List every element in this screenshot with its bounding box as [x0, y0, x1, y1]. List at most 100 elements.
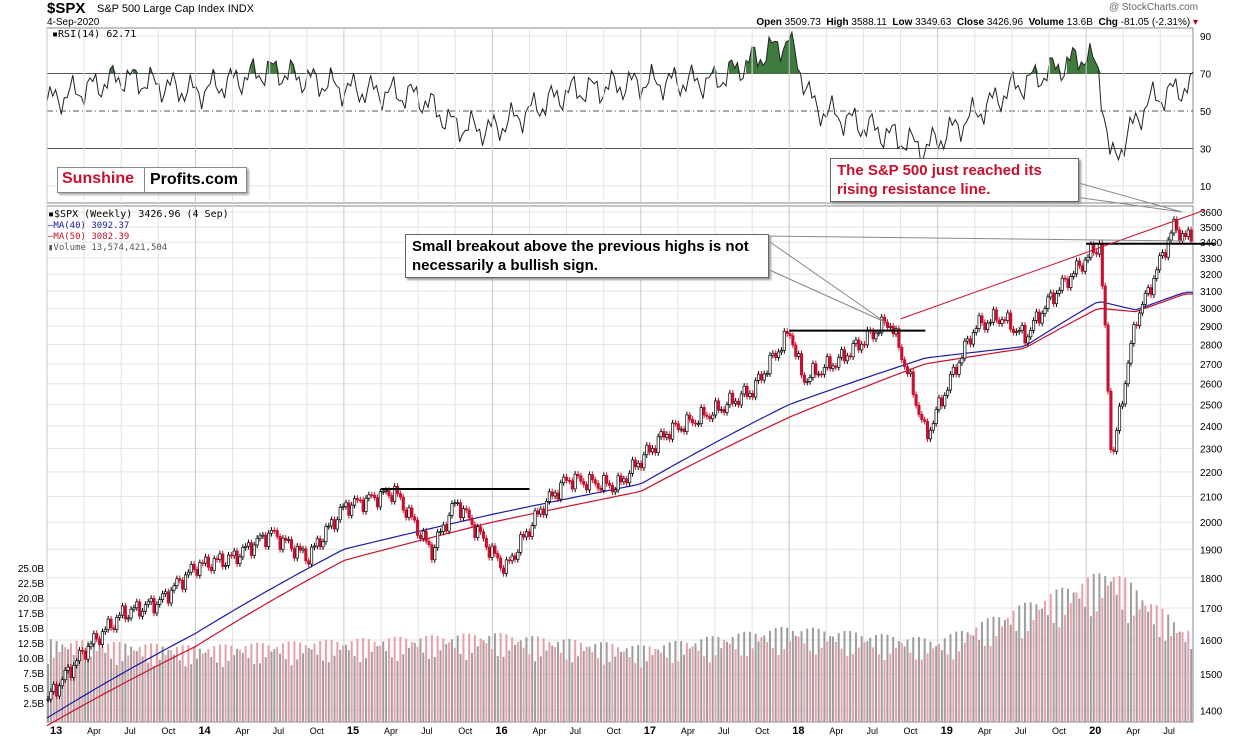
volume-bar: [84, 662, 87, 722]
volume-bar: [1098, 573, 1101, 722]
volume-bar: [883, 659, 886, 722]
price-legend: ▪$SPX (Weekly) 3426.96 (4 Sep): [48, 209, 229, 220]
volume-bar: [574, 640, 577, 722]
ma50-line: [46, 293, 1193, 727]
price-candle-body: [576, 473, 580, 477]
price-candle-body: [390, 495, 394, 502]
volume-bar: [227, 660, 230, 722]
volume-bar: [261, 643, 264, 722]
volume-bar: [496, 656, 499, 722]
price-candle-body: [553, 492, 557, 497]
volume-bar: [511, 637, 514, 722]
volume-bar: [270, 651, 273, 722]
price-candle-body: [289, 539, 294, 549]
price-candle-body: [341, 506, 345, 508]
price-candle-body: [481, 531, 486, 539]
price-candle-body: [430, 544, 434, 561]
volume-bar: [780, 626, 783, 722]
price-tick-label: 2200: [1200, 468, 1223, 479]
price-candle-body: [1006, 312, 1010, 321]
price-candle-body: [355, 498, 359, 501]
price-candle-body: [854, 339, 858, 344]
price-candle-body: [1109, 390, 1113, 451]
price-candle-body: [410, 507, 414, 518]
volume-bar: [238, 650, 241, 722]
volume-bar: [806, 628, 809, 722]
volume-bar: [1135, 590, 1138, 722]
volume-bar: [1107, 585, 1110, 722]
volume-bar: [121, 661, 124, 722]
breakout-callout-pointer: [764, 241, 886, 323]
price-candle-body: [499, 557, 503, 569]
price-candle-body: [1069, 276, 1073, 288]
volume-bar: [1049, 594, 1052, 722]
volume-bar: [115, 665, 118, 722]
volume-bar: [915, 659, 918, 722]
volume-bar: [453, 647, 456, 722]
price-candle-body: [688, 414, 692, 420]
volume-bar: [983, 645, 986, 722]
volume-bar: [1101, 597, 1104, 722]
volume-bar: [789, 641, 792, 722]
price-candle-body: [1163, 252, 1167, 258]
ma40-line: [46, 291, 1193, 719]
price-candle-body: [109, 618, 113, 629]
x-tick-label: 14: [198, 725, 211, 737]
volume-bar: [1155, 605, 1158, 722]
price-candle-body: [659, 431, 663, 438]
price-candle-body: [888, 325, 892, 328]
price-candle-body: [934, 409, 938, 424]
volume-bar: [1118, 575, 1121, 722]
volume-bar: [230, 645, 233, 722]
price-candle-body: [716, 400, 720, 411]
price-candle-body: [682, 428, 686, 432]
price-candle-body: [1112, 449, 1116, 452]
price-candle-body: [997, 319, 1001, 325]
volume-bar: [548, 641, 551, 722]
volume-bar: [87, 641, 90, 722]
price-candle-body: [401, 496, 405, 511]
volume-bar: [534, 661, 537, 722]
price-candle-body: [215, 558, 219, 560]
price-candle-body: [353, 498, 357, 506]
copyright: @ StockCharts.com: [1108, 2, 1198, 13]
price-candle-body: [754, 380, 758, 398]
price-candle-body: [152, 598, 156, 614]
price-tick-label: 3200: [1200, 270, 1223, 281]
price-candle-body: [1034, 311, 1038, 321]
price-candle-body: [149, 598, 153, 603]
price-candle-body: [544, 501, 549, 516]
volume-bar: [281, 643, 284, 722]
price-candle-body: [1189, 229, 1193, 242]
price-candle-body: [52, 683, 56, 692]
resistance-callout: The S&P 500 just reached its rising resi…: [830, 158, 1079, 202]
volume-bar: [952, 659, 955, 722]
price-candle-body: [504, 559, 508, 574]
volume-bar: [886, 634, 889, 722]
volume-bar: [917, 637, 920, 722]
rsi-label: ▪RSI(14) 62.71: [52, 29, 137, 40]
price-candle-body: [1017, 330, 1021, 332]
price-candle-body: [699, 407, 703, 424]
volume-bar: [1095, 611, 1098, 722]
price-candle-body: [1183, 233, 1187, 237]
volume-bar: [989, 646, 992, 722]
volume-bar: [642, 645, 645, 722]
x-tick-label: Jul: [570, 726, 582, 736]
price-candle-body: [350, 504, 354, 516]
volume-bar: [645, 661, 648, 722]
price-candle-body: [1095, 252, 1099, 255]
ohlc-summary: Open 3509.73 High 3588.11 Low 3349.63 Cl…: [756, 17, 1198, 28]
price-candle-body: [693, 422, 698, 425]
volume-bar: [1001, 626, 1004, 722]
price-candle-body: [928, 429, 932, 440]
price-candle-body: [284, 537, 288, 541]
volume-bar: [259, 663, 262, 722]
price-candle-body: [991, 309, 996, 323]
volume-bar: [479, 638, 482, 722]
price-tick-label: 2600: [1200, 380, 1223, 391]
price-candle-body: [172, 585, 176, 591]
price-candle-body: [570, 480, 574, 490]
volume-bar: [726, 642, 729, 722]
